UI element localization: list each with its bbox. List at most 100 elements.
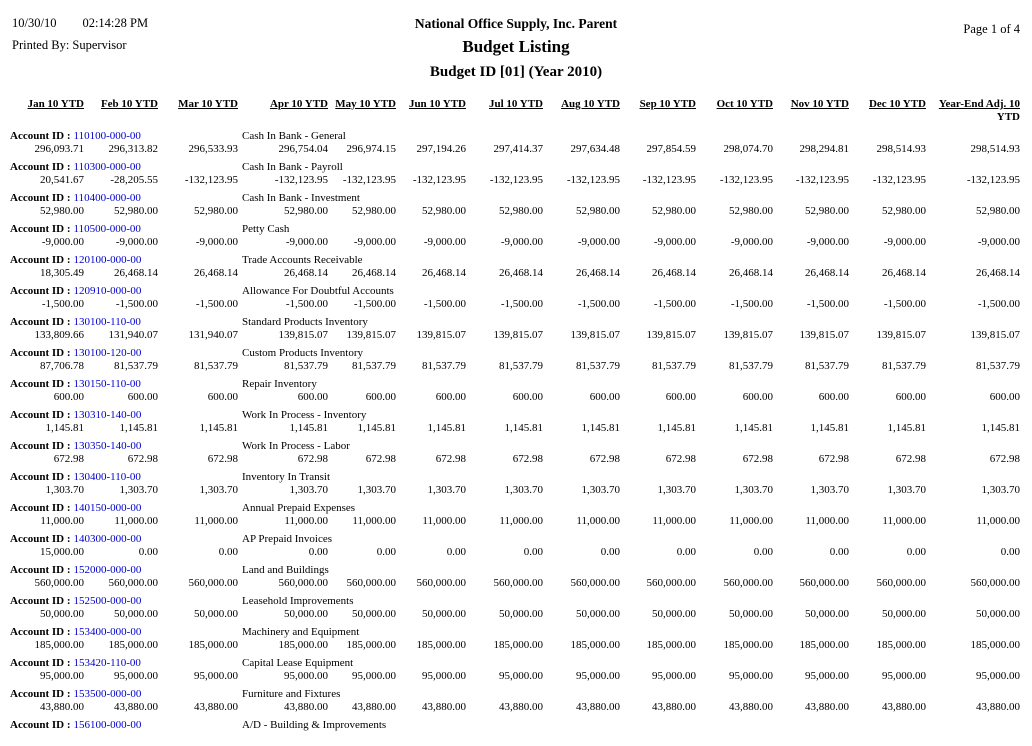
budget-value: 26,468.14 bbox=[652, 267, 696, 279]
budget-value: -132,123.95 bbox=[966, 174, 1020, 186]
budget-value: 43,880.00 bbox=[194, 701, 238, 713]
budget-value: 50,000.00 bbox=[976, 608, 1020, 620]
budget-value: 296,754.04 bbox=[278, 143, 329, 155]
budget-value: -1,500.00 bbox=[41, 298, 84, 310]
budget-value: 1,145.81 bbox=[45, 422, 85, 434]
budget-value: 1,303.70 bbox=[810, 484, 850, 496]
budget-value: -1,500.00 bbox=[195, 298, 238, 310]
budget-value: -9,000.00 bbox=[500, 236, 543, 248]
account-name: Petty Cash bbox=[242, 223, 290, 235]
account-id-cell: Account ID :110500-000-00 bbox=[10, 220, 240, 235]
column-header: Sep 10 YTD bbox=[639, 98, 696, 110]
budget-value: -1,500.00 bbox=[977, 298, 1020, 310]
budget-value: 1,145.81 bbox=[199, 422, 239, 434]
budget-value: 11,000.00 bbox=[499, 515, 543, 527]
account-name: Annual Prepaid Expenses bbox=[242, 502, 356, 514]
budget-value: 95,000.00 bbox=[652, 670, 696, 682]
budget-values-row: 296,093.71 296,313.82 296,533.93 296,754.04… bbox=[10, 142, 1022, 158]
budget-table: Jan 10 YTD Feb 10 YTD Mar 10 YTD Apr 10 YTD… bbox=[10, 98, 1022, 731]
budget-value: 672.98 bbox=[589, 453, 620, 465]
account-id-label: Account ID : bbox=[10, 688, 71, 700]
budget-value: 26,468.14 bbox=[194, 267, 238, 279]
budget-value: 26,468.14 bbox=[114, 267, 158, 279]
budget-value: 26,468.14 bbox=[352, 267, 396, 279]
budget-value: 133,809.66 bbox=[34, 329, 85, 341]
budget-value: 297,634.48 bbox=[570, 143, 621, 155]
account-id-cell: Account ID :130310-140-00 bbox=[10, 406, 240, 421]
budget-value: -1,500.00 bbox=[653, 298, 696, 310]
account-id-label: Account ID : bbox=[10, 223, 71, 235]
account-id-label: Account ID : bbox=[10, 161, 71, 173]
account-row: Account ID :130100-110-00 Standard Produc… bbox=[10, 313, 1022, 328]
budget-value: 1,303.70 bbox=[289, 484, 329, 496]
budget-value: 95,000.00 bbox=[422, 670, 466, 682]
account-id-label: Account ID : bbox=[10, 440, 71, 452]
budget-value: -28,205.55 bbox=[110, 174, 158, 186]
budget-value: 26,468.14 bbox=[284, 267, 328, 279]
account-name: Capital Lease Equipment bbox=[242, 657, 354, 669]
budget-value: 81,537.79 bbox=[499, 360, 543, 372]
account-id-label: Account ID : bbox=[10, 130, 71, 142]
account-id-value: 153500-000-00 bbox=[73, 688, 142, 700]
budget-value: 11,000.00 bbox=[576, 515, 620, 527]
account-row: Account ID :153500-000-00 Furniture and F… bbox=[10, 685, 1022, 700]
account-name: Leasehold Improvements bbox=[242, 595, 354, 607]
budget-value: 26,468.14 bbox=[976, 267, 1020, 279]
account-name: Work In Process - Inventory bbox=[242, 409, 367, 421]
budget-value: -9,000.00 bbox=[41, 236, 84, 248]
budget-value: 1,145.81 bbox=[734, 422, 774, 434]
budget-value: 43,880.00 bbox=[882, 701, 926, 713]
budget-value: 560,000.00 bbox=[646, 577, 697, 589]
budget-value: 50,000.00 bbox=[805, 608, 849, 620]
account-name: Machinery and Equipment bbox=[242, 626, 360, 638]
budget-value: 26,468.14 bbox=[576, 267, 620, 279]
budget-value: 185,000.00 bbox=[416, 639, 467, 651]
budget-value: 52,980.00 bbox=[284, 205, 328, 217]
budget-value: 139,815.07 bbox=[723, 329, 774, 341]
budget-value: -1,500.00 bbox=[115, 298, 158, 310]
account-id-value: 140150-000-00 bbox=[73, 502, 142, 514]
account-id-label: Account ID : bbox=[10, 657, 71, 669]
budget-value: 95,000.00 bbox=[576, 670, 620, 682]
budget-value: 11,000.00 bbox=[805, 515, 849, 527]
budget-value: 15,000.00 bbox=[40, 546, 84, 558]
budget-value: 0.00 bbox=[600, 546, 620, 558]
budget-value: 600.00 bbox=[127, 391, 158, 403]
budget-value: 185,000.00 bbox=[493, 639, 544, 651]
budget-values-row: 185,000.00 185,000.00 185,000.00 185,000.00… bbox=[10, 638, 1022, 654]
budget-value: 11,000.00 bbox=[422, 515, 466, 527]
account-id-value: 152500-000-00 bbox=[73, 595, 142, 607]
budget-value: 52,980.00 bbox=[882, 205, 926, 217]
budget-value: -132,123.95 bbox=[342, 174, 396, 186]
account-row: Account ID :120910-000-00 Allowance For D… bbox=[10, 282, 1022, 297]
budget-value: -132,123.95 bbox=[642, 174, 696, 186]
budget-value: -9,000.00 bbox=[423, 236, 466, 248]
column-header: Mar 10 YTD bbox=[178, 98, 238, 110]
budget-value: 560,000.00 bbox=[493, 577, 544, 589]
budget-value: 0.00 bbox=[753, 546, 773, 558]
account-id-label: Account ID : bbox=[10, 564, 71, 576]
budget-value: -1,500.00 bbox=[423, 298, 466, 310]
account-name: Cash In Bank - Payroll bbox=[242, 161, 343, 173]
budget-value: 50,000.00 bbox=[352, 608, 396, 620]
budget-value: 672.98 bbox=[127, 453, 158, 465]
account-id-label: Account ID : bbox=[10, 502, 71, 514]
account-name: Cash In Bank - General bbox=[242, 130, 346, 142]
budget-value: -1,500.00 bbox=[883, 298, 926, 310]
account-name: Work In Process - Labor bbox=[242, 440, 350, 452]
account-id-value: 110500-000-00 bbox=[73, 223, 141, 235]
budget-value: 139,815.07 bbox=[876, 329, 927, 341]
budget-value: 95,000.00 bbox=[805, 670, 849, 682]
account-row: Account ID :140300-000-00 AP Prepaid Invo… bbox=[10, 530, 1022, 545]
budget-value: 296,974.15 bbox=[346, 143, 397, 155]
account-id-value: 130400-110-00 bbox=[73, 471, 141, 483]
budget-value: 0.00 bbox=[829, 546, 849, 558]
column-header: Feb 10 YTD bbox=[100, 98, 158, 110]
budget-value: 1,303.70 bbox=[734, 484, 774, 496]
budget-value: 52,980.00 bbox=[652, 205, 696, 217]
budget-value: 600.00 bbox=[435, 391, 466, 403]
budget-value: 52,980.00 bbox=[114, 205, 158, 217]
account-id-label: Account ID : bbox=[10, 595, 71, 607]
budget-value: 95,000.00 bbox=[352, 670, 396, 682]
budget-value: 1,303.70 bbox=[357, 484, 397, 496]
